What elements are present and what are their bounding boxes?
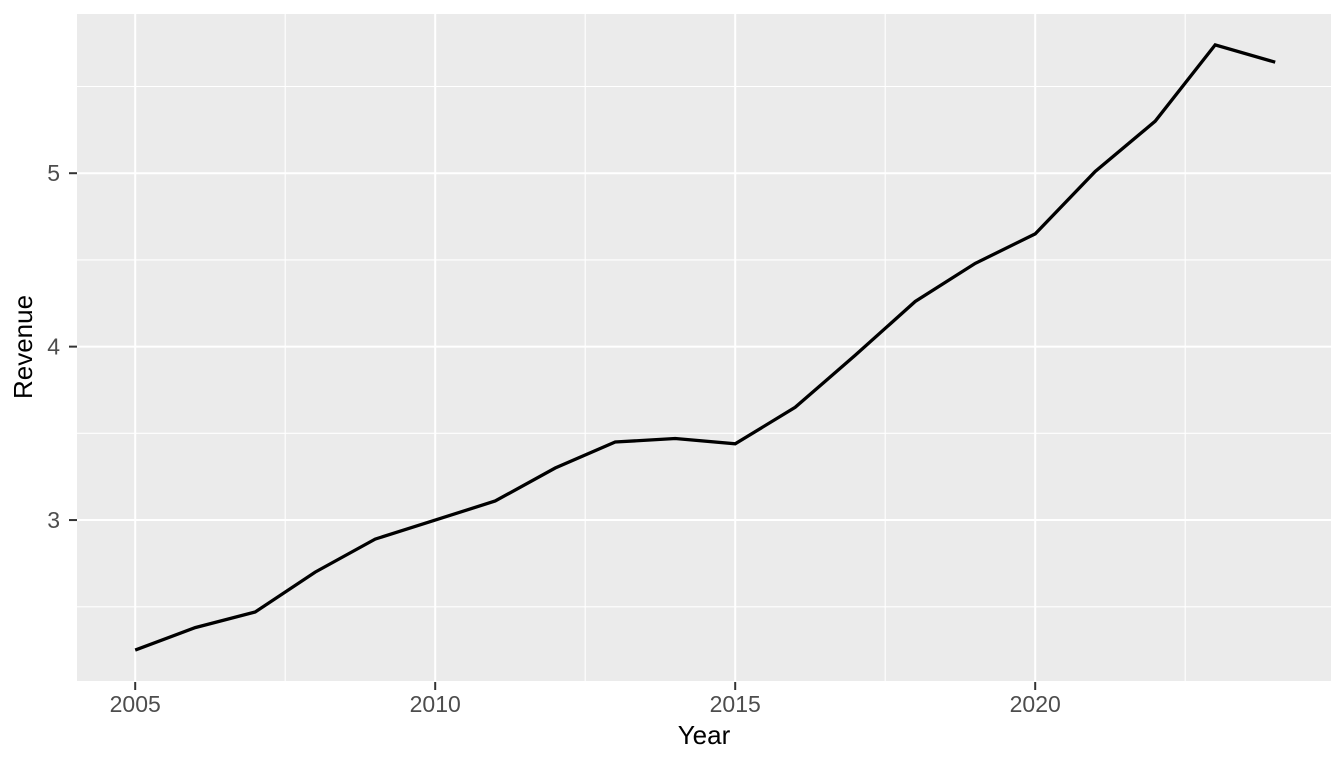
x-tick-label: 2005 (110, 691, 161, 717)
y-tick-label: 5 (47, 160, 60, 186)
x-tick-label: 2020 (1010, 691, 1061, 717)
y-tick-label: 3 (47, 507, 60, 533)
y-tick-label: 4 (47, 334, 60, 360)
y-axis-title: Revenue (8, 294, 38, 400)
x-tick-label: 2010 (410, 691, 461, 717)
x-axis-title: Year (677, 720, 731, 750)
x-tick-label: 2015 (710, 691, 761, 717)
revenue-line (134, 43, 1276, 652)
